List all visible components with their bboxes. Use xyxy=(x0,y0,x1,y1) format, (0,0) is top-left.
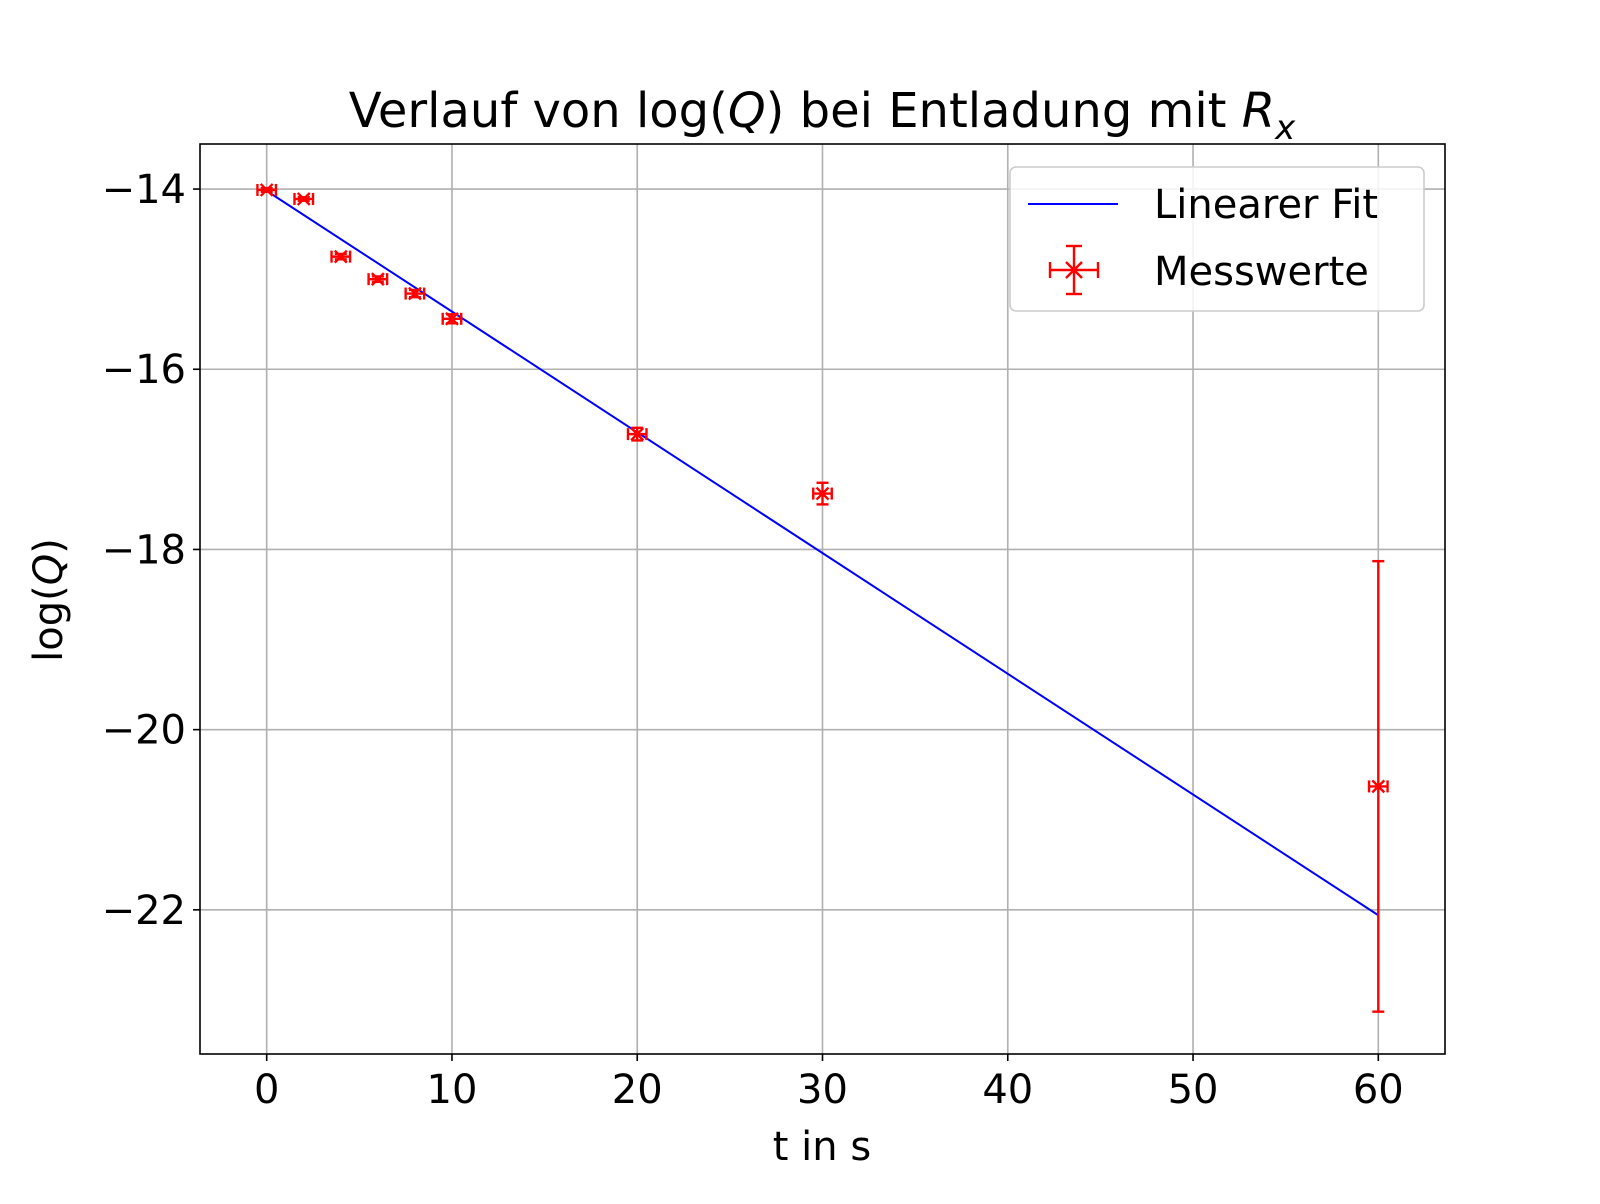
point-marker xyxy=(408,286,422,301)
point-marker xyxy=(371,272,385,286)
data-point xyxy=(367,272,389,286)
legend-errorbar-sample xyxy=(1048,244,1100,296)
legend-label-measurements: Messwerte xyxy=(1154,249,1369,295)
data-point xyxy=(1367,559,1389,1013)
point-marker xyxy=(333,249,348,264)
point-marker xyxy=(815,486,830,501)
point-marker xyxy=(1371,779,1386,794)
y-tick-label: −20 xyxy=(102,708,186,754)
data-point xyxy=(256,183,278,197)
x-tick-label: 0 xyxy=(254,1067,279,1113)
x-tick-label: 60 xyxy=(1353,1067,1404,1113)
point-marker xyxy=(259,183,274,197)
data-point xyxy=(626,426,648,442)
data-point xyxy=(404,286,426,301)
legend: Linearer Fit Messwerte xyxy=(1009,166,1425,312)
x-tick-label: 40 xyxy=(982,1067,1033,1113)
y-axis-label: log(Q) xyxy=(26,538,72,662)
data-point xyxy=(812,481,833,506)
fit-line xyxy=(266,190,1379,917)
data-point xyxy=(330,249,352,264)
axis-ticks: 0 10 20 30 40 50 60 −14 −16 −18 −20 −22 xyxy=(102,167,1404,1113)
data-point xyxy=(441,311,463,326)
x-axis-label: t in s xyxy=(773,1124,871,1170)
y-tick-label: −18 xyxy=(102,527,186,573)
point-marker xyxy=(296,192,311,206)
x-tick-label: 20 xyxy=(612,1067,663,1113)
grid-lines xyxy=(200,144,1445,1054)
x-tick-label: 10 xyxy=(427,1067,478,1113)
y-tick-label: −16 xyxy=(102,347,186,393)
point-marker xyxy=(630,427,645,441)
y-tick-label: −14 xyxy=(102,167,186,213)
point-marker xyxy=(445,311,459,326)
chart-title: Verlauf von log(Q) bei Entladung mit Rx xyxy=(349,83,1296,148)
x-tick-label: 50 xyxy=(1168,1067,1219,1113)
plot-data xyxy=(256,183,1389,1013)
data-point xyxy=(293,192,315,206)
legend-label-fit: Linearer Fit xyxy=(1154,182,1378,228)
y-tick-label: −22 xyxy=(102,888,186,934)
x-tick-label: 30 xyxy=(797,1067,848,1113)
